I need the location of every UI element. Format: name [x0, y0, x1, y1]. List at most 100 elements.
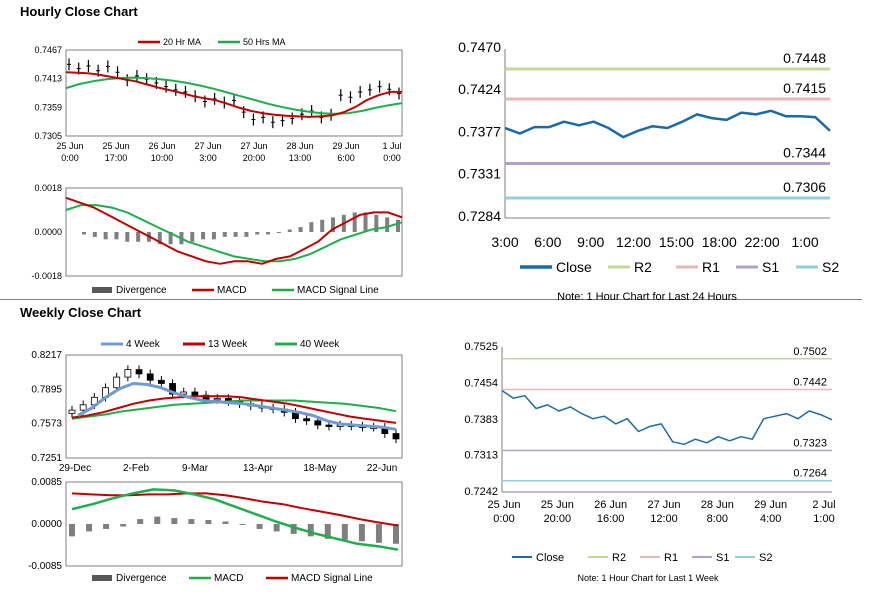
- weekly-price-ytick-3: 0.7251: [31, 453, 62, 464]
- weekly-divergence-bar: [341, 524, 348, 540]
- legend-50hr-ma-label: 50 Hrs MA: [243, 37, 286, 47]
- hourly-macd-frame: [65, 187, 403, 277]
- weekly-divergence-bar: [154, 516, 161, 524]
- weekly-levels-note: Note: 1 Hour Chart for Last 1 Week: [578, 573, 719, 583]
- hourly-levels-ytick-3: 0.7331: [458, 165, 501, 181]
- weekly-levels-xtick-2-date: 26 Jun: [594, 499, 627, 511]
- hourly-divergence-bar: [222, 232, 227, 237]
- hourly-level-r2-label: 0.7448: [783, 50, 826, 66]
- weekly-divergence-bar: [393, 524, 399, 544]
- hourly-levels-xtick-2: 9:00: [577, 234, 604, 250]
- weekly-levels-xtick-3-date: 27 Jun: [647, 499, 680, 511]
- legend-hourly-s2-label: S2: [822, 259, 839, 275]
- hourly-price-xtick-5-time: 13:00: [289, 153, 312, 163]
- legend-hourly-macd-label: MACD: [217, 285, 246, 296]
- hourly-level-s1-label: 0.7344: [783, 144, 826, 160]
- hourly-price-xtick-4-date: 27 Jun: [240, 141, 267, 151]
- weekly-divergence-bar: [188, 519, 195, 524]
- hourly-levels-ytick-1: 0.7424: [458, 81, 501, 97]
- hourly-levels-xtick-5: 18:00: [702, 234, 737, 250]
- weekly-candle-body: [113, 376, 121, 389]
- legend-hourly-divergence-label: Divergence: [116, 285, 167, 296]
- legend-weekly-divergence-swatch: [92, 575, 112, 581]
- hourly-divergence-bar: [211, 232, 216, 240]
- weekly-candle-body: [325, 424, 333, 427]
- legend-hourly-r2-label: R2: [634, 259, 652, 275]
- hourly-price-ytick-1: 0.7413: [34, 74, 62, 84]
- hourly-divergence-bar: [352, 212, 357, 232]
- hourly-divergence-bar: [320, 219, 325, 232]
- hourly-price-ytick-2: 0.7359: [34, 102, 62, 112]
- weekly-divergence-bar: [375, 524, 382, 543]
- weekly-price-ytick-2: 0.7573: [31, 419, 62, 430]
- weekly-price-xtick-1: 2-Feb: [123, 463, 150, 474]
- hourly-divergence-bar: [125, 232, 130, 242]
- legend-13-week-label: 13 Week: [208, 339, 248, 350]
- hourly-divergence-bar: [266, 232, 271, 235]
- legend-4-week-label: 4 Week: [126, 339, 161, 350]
- hourly-divergence-bar: [92, 232, 97, 237]
- weekly-price-xtick-0: 29-Dec: [59, 463, 91, 474]
- weekly-levels-xtick-6-date: 2 Jul: [812, 499, 835, 511]
- weekly-level-r2-label: 0.7502: [793, 346, 827, 358]
- legend-weekly-macd-label: MACD: [214, 573, 243, 584]
- hourly-level-r1-label: 0.7415: [783, 80, 826, 96]
- hourly-section-title: Hourly Close Chart: [20, 4, 138, 19]
- hourly-price-xtick-7-date: 1 Jul: [382, 141, 401, 151]
- legend-40-week-label: 40 Week: [300, 339, 340, 350]
- weekly-candle-body: [68, 409, 76, 414]
- weekly-divergence-bar: [324, 524, 331, 539]
- legend-hourly-r1-label: R1: [702, 259, 720, 275]
- weekly-divergence-bar: [256, 524, 263, 529]
- weekly-divergence-bar: [103, 524, 110, 529]
- weekly-levels-xtick-4-time: 8:00: [707, 513, 728, 525]
- hourly-levels-xtick-1: 6:00: [534, 234, 561, 250]
- weekly-divergence-bar: [171, 518, 178, 524]
- hourly-levels-xtick-4: 15:00: [659, 234, 694, 250]
- hourly-levels-ytick-0: 0.7470: [458, 39, 501, 55]
- weekly-price-ytick-1: 0.7895: [31, 384, 62, 395]
- hourly-price-xtick-2-time: 10:00: [151, 153, 174, 163]
- weekly-levels-xtick-1-date: 25 Jun: [541, 499, 574, 511]
- weekly-macd-ytick-2: -0.0085: [28, 561, 62, 572]
- legend-weekly-signal-label: MACD Signal Line: [291, 573, 373, 584]
- hourly-divergence-bar: [136, 232, 141, 242]
- hourly-macd-line: [65, 196, 403, 265]
- hourly-price-xtick-7-time: 0:00: [383, 153, 401, 163]
- weekly-price-xtick-5: 22-Jun: [367, 463, 398, 474]
- weekly-level-s2-label: 0.7264: [793, 468, 827, 480]
- weekly-level-s1-label: 0.7323: [793, 437, 827, 449]
- hourly-levels-xtick-7: 1:00: [791, 234, 818, 250]
- weekly-divergence-bar: [205, 520, 212, 524]
- weekly-divergence-bar: [273, 524, 280, 532]
- weekly-level-r1-label: 0.7442: [793, 377, 827, 389]
- legend-weekly-r2-label: R2: [612, 552, 626, 564]
- hourly-level-s2-label: 0.7306: [783, 179, 826, 195]
- hourly-macd-ytick-0: 0.0018: [34, 183, 62, 193]
- hourly-divergence-bar: [363, 212, 368, 232]
- weekly-price-xtick-4: 18-May: [303, 463, 336, 474]
- hourly-divergence-bar: [331, 217, 336, 232]
- hourly-divergence-bar: [157, 232, 162, 245]
- weekly-40-week-line: [71, 399, 397, 420]
- weekly-price-xtick-3: 13-Apr: [243, 463, 274, 474]
- hourly-price-xtick-4-time: 20:00: [243, 153, 266, 163]
- hourly-levels-note: Note: 1 Hour Chart for Last 24 Hours: [557, 291, 737, 303]
- hourly-price-ytick-0: 0.7467: [34, 45, 62, 55]
- weekly-levels-xtick-5-time: 4:00: [760, 513, 781, 525]
- weekly-macd-line: [71, 488, 399, 551]
- hourly-price-ytick-3: 0.7305: [34, 131, 62, 141]
- hourly-macd-ytick-1: 0.0000: [34, 227, 62, 237]
- weekly-close-line: [501, 389, 833, 446]
- hourly-divergence-bar: [374, 214, 379, 232]
- weekly-levels-xtick-3-time: 12:00: [650, 513, 678, 525]
- weekly-divergence-bar: [290, 524, 297, 534]
- hourly-divergence-bar: [103, 232, 108, 240]
- weekly-candle-body: [157, 379, 165, 384]
- weekly-13-week-line: [71, 395, 397, 424]
- weekly-section-title: Weekly Close Chart: [20, 305, 142, 320]
- weekly-divergence-bar: [358, 524, 365, 542]
- weekly-divergence-bar: [120, 524, 127, 527]
- weekly-4-week-line: [77, 382, 397, 431]
- hourly-levels-ytick-4: 0.7284: [458, 208, 501, 224]
